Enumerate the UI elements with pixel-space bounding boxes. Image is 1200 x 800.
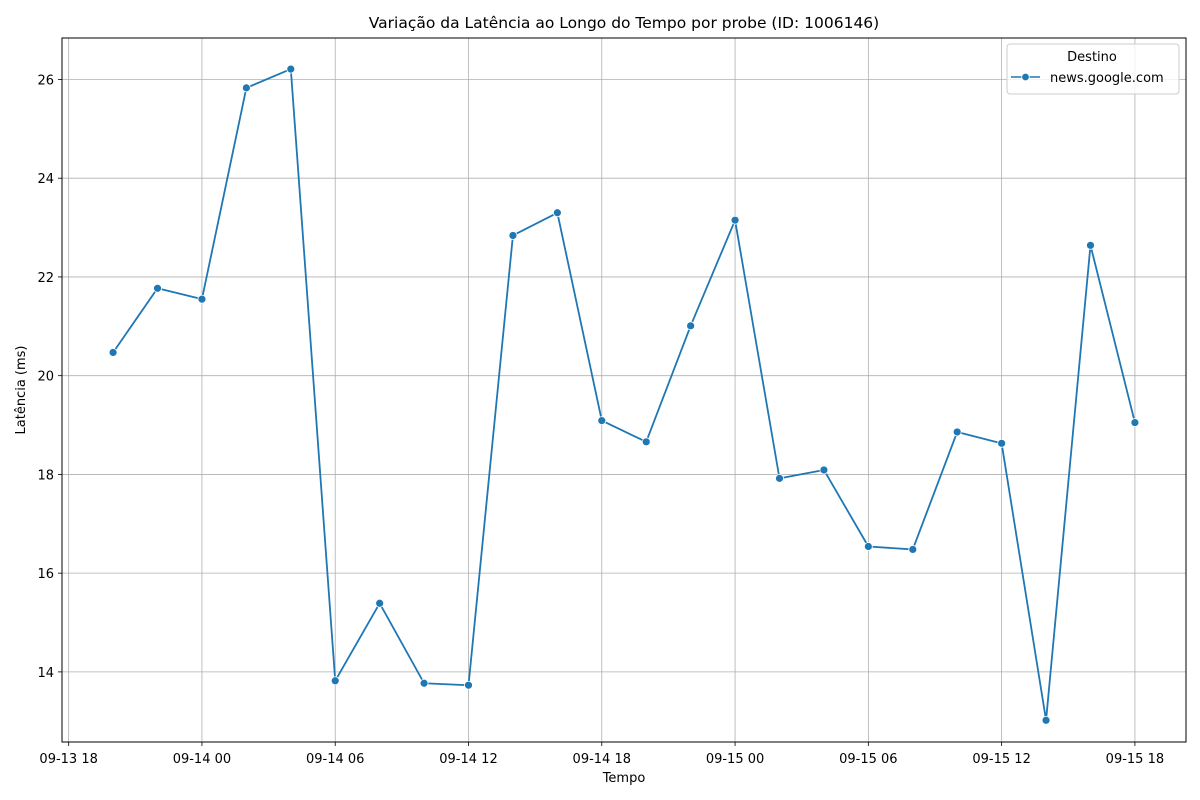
x-tick-label: 09-14 06 bbox=[306, 752, 364, 767]
x-tick-label: 09-15 12 bbox=[972, 752, 1030, 767]
data-point bbox=[997, 438, 1007, 448]
data-point bbox=[686, 321, 696, 331]
y-tick-label: 18 bbox=[37, 468, 54, 483]
chart-title: Variação da Latência ao Longo do Tempo p… bbox=[369, 14, 879, 32]
data-point bbox=[641, 437, 651, 447]
y-tick-label: 16 bbox=[37, 567, 54, 582]
y-tick-label: 14 bbox=[37, 666, 54, 681]
data-point bbox=[375, 598, 385, 608]
data-point bbox=[419, 678, 429, 688]
data-point bbox=[464, 680, 473, 690]
plot-frame bbox=[61, 37, 1187, 743]
x-tick-label: 09-15 18 bbox=[1106, 752, 1164, 767]
data-point bbox=[197, 294, 207, 304]
data-point bbox=[819, 465, 829, 475]
x-tick-label: 09-15 06 bbox=[839, 752, 897, 767]
data-point bbox=[863, 542, 873, 551]
data-point bbox=[508, 231, 518, 240]
data-point bbox=[153, 283, 162, 293]
y-tick-label: 26 bbox=[37, 73, 54, 88]
x-tick-label: 09-14 18 bbox=[573, 752, 631, 767]
x-tick-label: 09-14 00 bbox=[173, 752, 231, 767]
data-point bbox=[952, 427, 962, 437]
data-point bbox=[1130, 418, 1140, 427]
x-tick-label: 09-13 18 bbox=[39, 752, 97, 767]
data-point bbox=[1086, 240, 1095, 250]
data-point bbox=[286, 64, 296, 74]
legend: Destino news.google.com bbox=[1006, 43, 1180, 95]
data-point bbox=[775, 473, 784, 483]
legend-title: Destino bbox=[1067, 50, 1117, 65]
data-point bbox=[552, 208, 562, 218]
axis-ticks: 09-13 18 09-14 00 09-14 06 09-14 12 09-14 18… bbox=[37, 73, 1164, 767]
y-tick-label: 22 bbox=[37, 271, 54, 286]
data-point bbox=[330, 676, 340, 686]
data-point bbox=[730, 215, 740, 225]
data-point bbox=[108, 348, 118, 357]
data-point bbox=[241, 83, 251, 93]
grid bbox=[62, 38, 1186, 742]
x-tick-label: 09-15 00 bbox=[706, 752, 764, 767]
data-point bbox=[597, 416, 607, 426]
legend-box bbox=[1006, 43, 1180, 95]
y-tick-label: 20 bbox=[37, 370, 54, 385]
legend-entry-label: news.google.com bbox=[1050, 71, 1164, 86]
data-point bbox=[908, 545, 918, 554]
series-news-google bbox=[108, 64, 1140, 725]
x-tick-label: 09-14 12 bbox=[439, 752, 497, 767]
legend-marker-swatch bbox=[1021, 72, 1030, 82]
series-line bbox=[112, 68, 1136, 722]
y-tick-label: 24 bbox=[37, 172, 54, 187]
y-axis-label: Latência (ms) bbox=[14, 346, 29, 435]
x-axis-label: Tempo bbox=[602, 771, 646, 786]
data-point bbox=[1041, 715, 1051, 725]
